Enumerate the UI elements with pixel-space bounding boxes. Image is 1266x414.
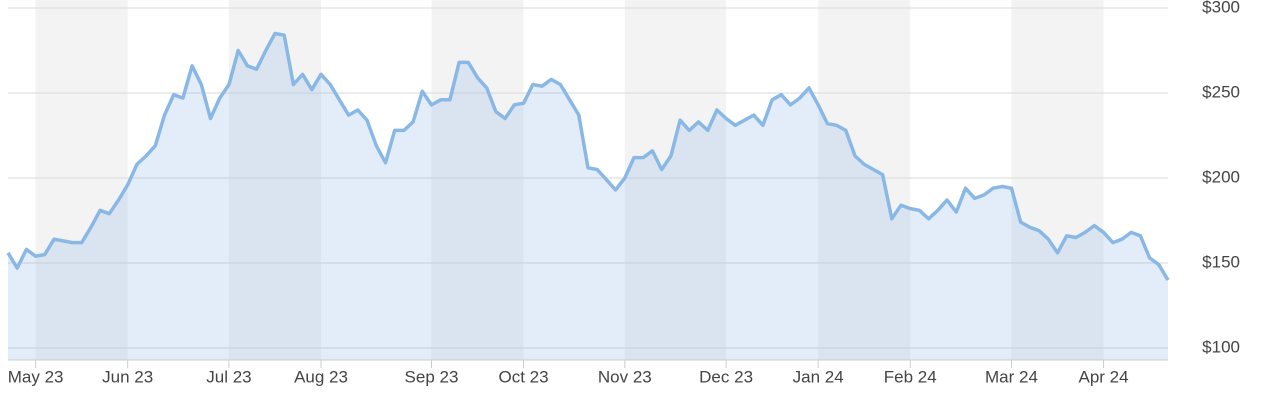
x-tick-label: Aug 23 — [294, 367, 348, 386]
month-band — [35, 0, 128, 360]
x-tick-label: Jan 24 — [793, 367, 844, 386]
y-tick-label: $250 — [1202, 82, 1240, 101]
month-band — [624, 0, 727, 360]
x-tick-label: Oct 23 — [499, 367, 549, 386]
x-tick-label: Mar 24 — [985, 367, 1038, 386]
y-tick-label: $150 — [1202, 252, 1240, 271]
x-tick-label: Apr 24 — [1079, 367, 1129, 386]
y-tick-label: $200 — [1202, 167, 1240, 186]
month-band — [431, 0, 524, 360]
x-tick-label: Jun 23 — [102, 367, 153, 386]
line — [6, 31, 1170, 281]
x-tick-label: Sep 23 — [405, 367, 459, 386]
y-tick-label: $100 — [1202, 337, 1240, 356]
x-tick-label: Nov 23 — [598, 367, 652, 386]
x-tick-label: Feb 24 — [884, 367, 937, 386]
x-tick-label: Jul 23 — [206, 367, 251, 386]
x-tick-label: May 23 — [8, 367, 64, 386]
area — [8, 33, 1168, 360]
month-band — [1011, 0, 1104, 360]
month-band — [818, 0, 911, 360]
x-tick-label: Dec 23 — [699, 367, 753, 386]
y-tick-label: $300 — [1202, 0, 1240, 16]
